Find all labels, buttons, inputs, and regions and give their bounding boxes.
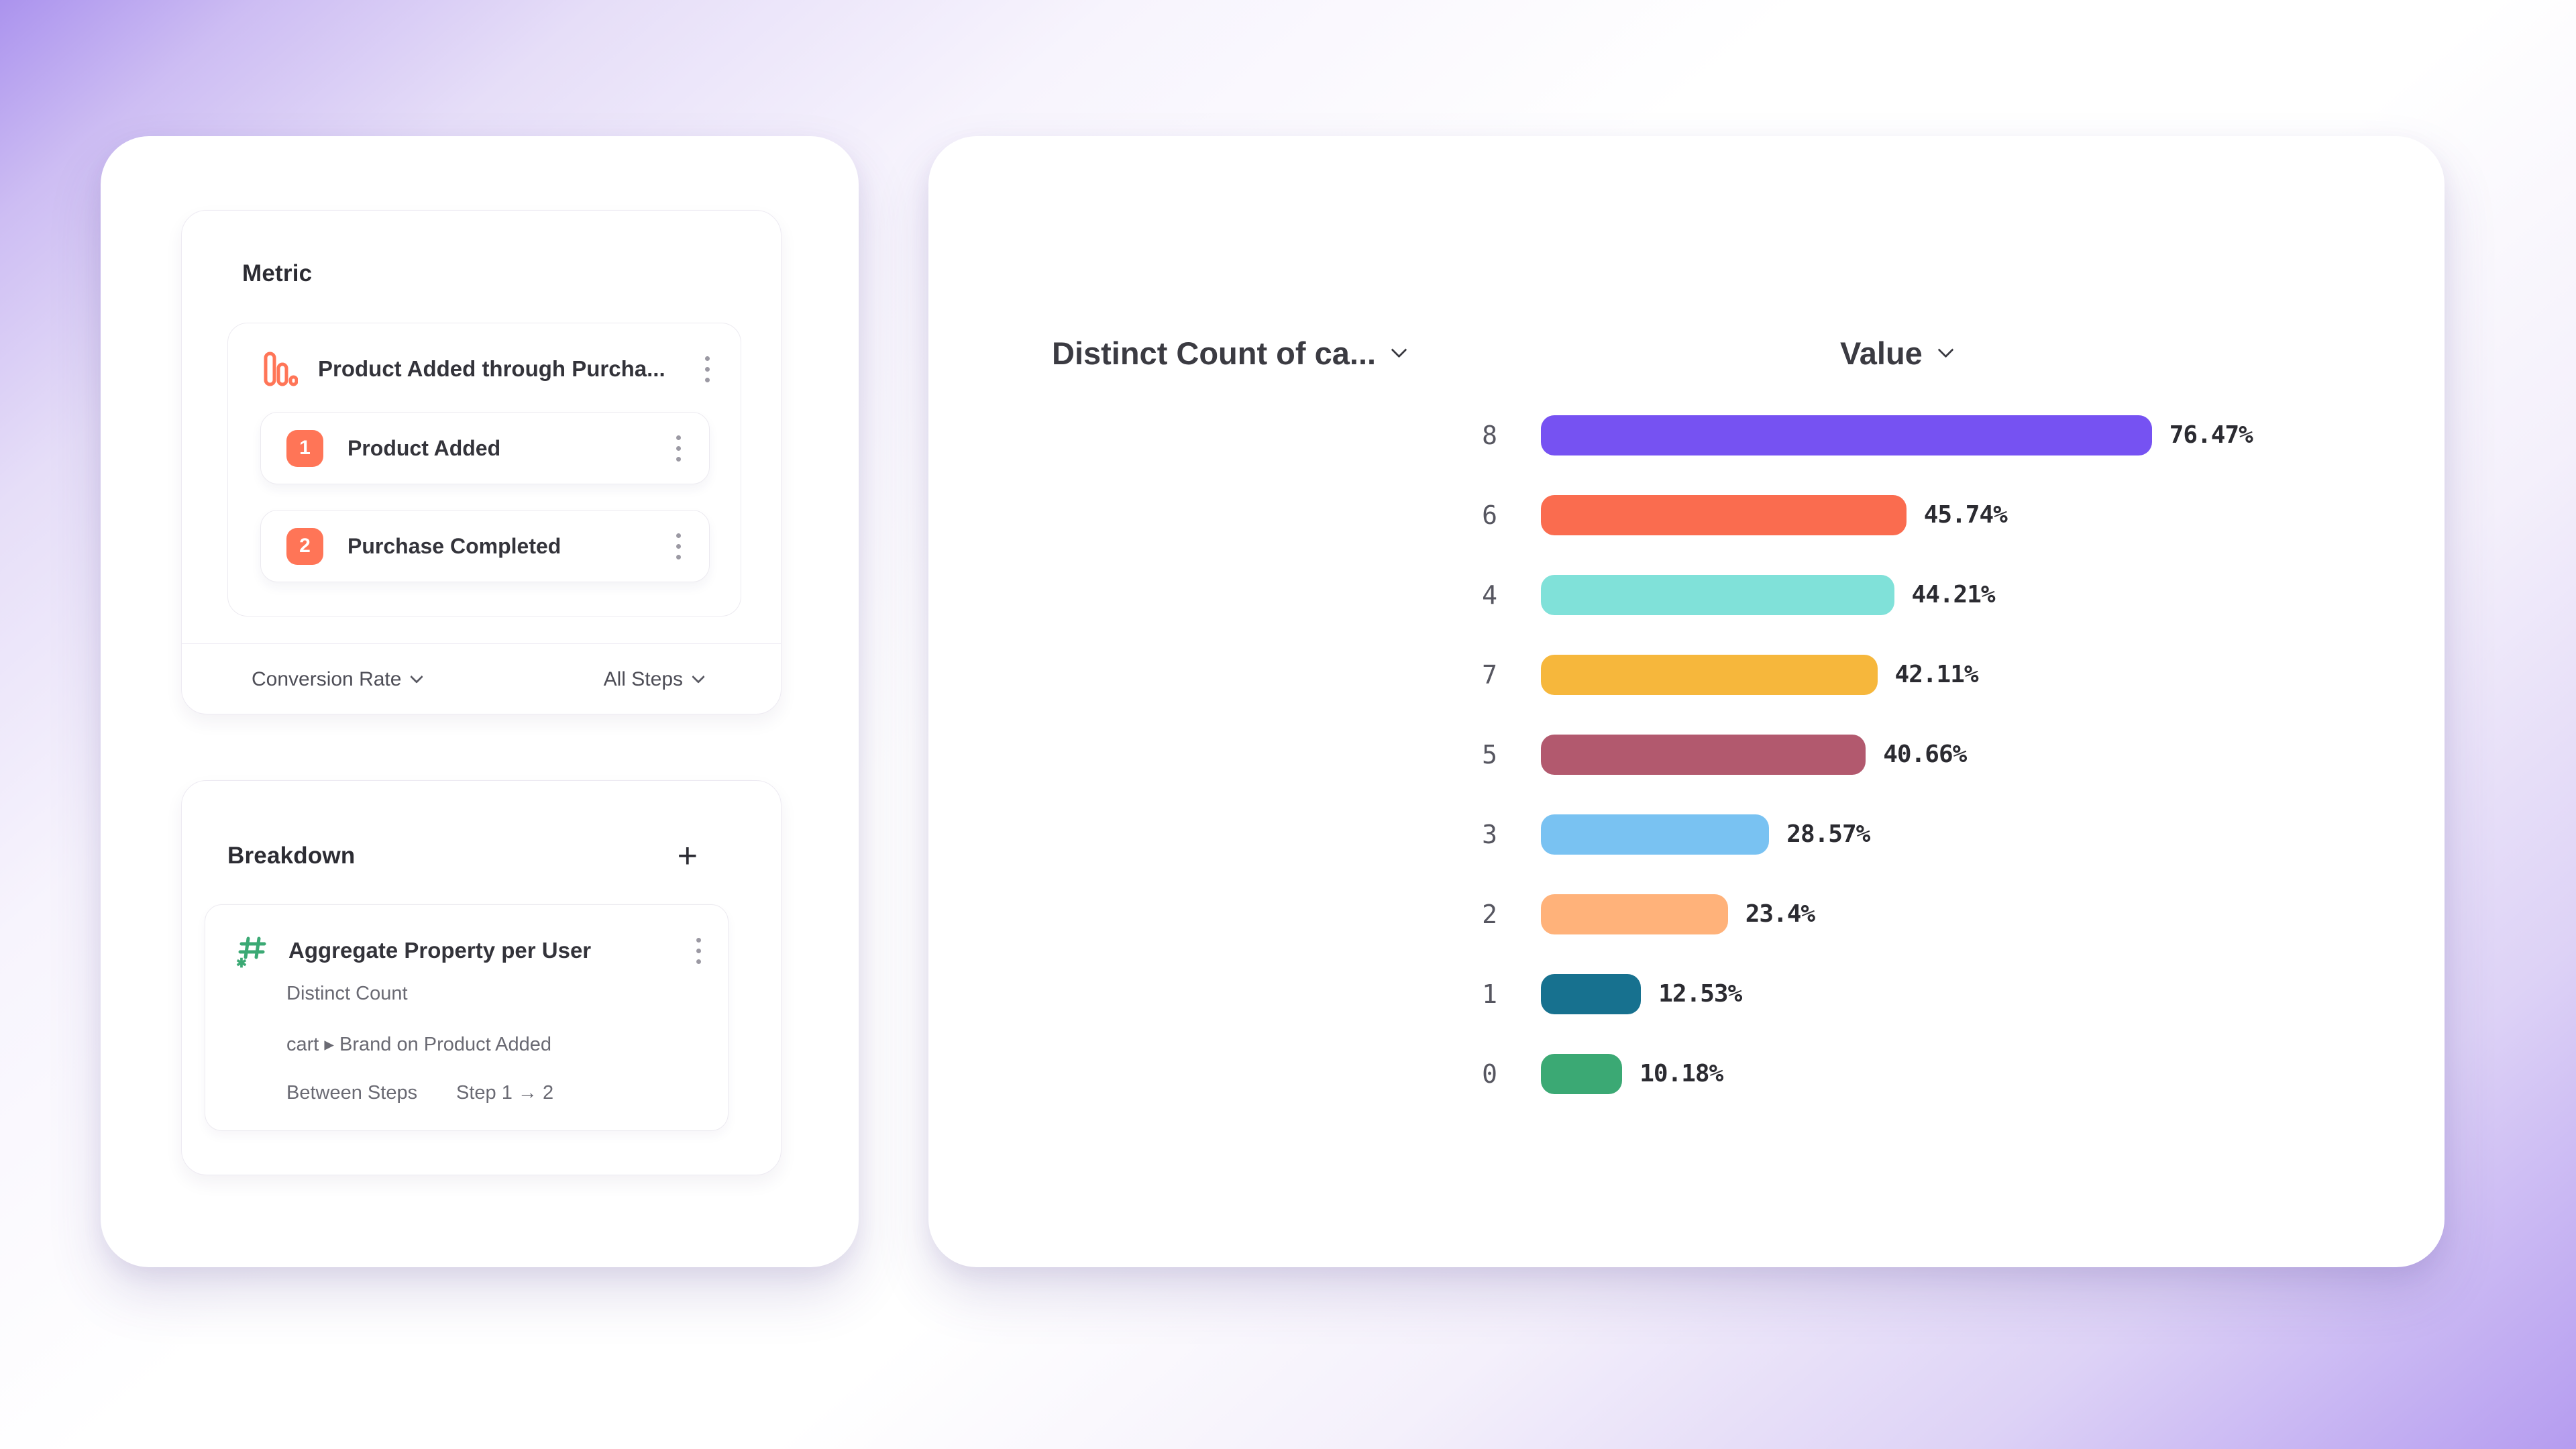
chevron-down-icon bbox=[1937, 341, 1954, 358]
step-label: Purchase Completed bbox=[347, 533, 561, 558]
breakdown-item-header: ✱ Aggregate Property per User bbox=[235, 933, 705, 968]
bar-category-label: 5 bbox=[1482, 739, 1497, 769]
bar-chart: 8 76.47% 6 45.74% 4 44.21% 7 42.11% 5 40… bbox=[928, 395, 2445, 1114]
aggregation-type: Distinct Count bbox=[286, 983, 408, 1004]
step-options-menu-icon[interactable] bbox=[672, 431, 685, 466]
bar-chart-row: 5 40.66% bbox=[928, 714, 2445, 794]
bar-value-label: 10.18% bbox=[1640, 1060, 1723, 1087]
bar-value-label: 40.66% bbox=[1883, 741, 1967, 768]
bar-value-label: 12.53% bbox=[1658, 980, 1742, 1008]
bar[interactable] bbox=[1541, 894, 1728, 934]
breakdown-panel-title: Breakdown bbox=[227, 843, 356, 869]
bar-category-label: 7 bbox=[1482, 659, 1497, 690]
all-steps-label: All Steps bbox=[603, 668, 683, 690]
bar[interactable] bbox=[1541, 654, 1878, 695]
value-column-header[interactable]: Value bbox=[1840, 335, 1954, 372]
chart-column-headers: Distinct Count of ca... Value bbox=[928, 335, 2445, 375]
breakdown-options-menu-icon[interactable] bbox=[692, 934, 705, 968]
step-number-badge: 1 bbox=[286, 429, 323, 467]
funnel-step-1[interactable]: 1 Product Added bbox=[260, 412, 710, 484]
bar[interactable] bbox=[1541, 814, 1770, 855]
bar-chart-row: 7 42.11% bbox=[928, 635, 2445, 714]
funnel-metric-item[interactable]: Product Added through Purcha... 1 Produc… bbox=[227, 323, 741, 616]
bar[interactable] bbox=[1541, 415, 2152, 455]
between-steps-label: Between Steps bbox=[286, 1082, 418, 1104]
step-options-menu-icon[interactable] bbox=[672, 529, 685, 564]
svg-text:✱: ✱ bbox=[236, 957, 247, 968]
breakdown-column-header[interactable]: Distinct Count of ca... bbox=[1052, 335, 1407, 372]
funnel-metric-header: Product Added through Purcha... bbox=[228, 323, 741, 386]
bar-category-label: 4 bbox=[1482, 580, 1497, 610]
bar-category-label: 0 bbox=[1482, 1059, 1497, 1089]
metric-panel-footer: Conversion Rate All Steps bbox=[252, 644, 705, 715]
breakdown-column-label: Distinct Count of ca... bbox=[1052, 335, 1377, 371]
conversion-rate-label: Conversion Rate bbox=[252, 668, 402, 690]
value-column-label: Value bbox=[1840, 335, 1923, 371]
chevron-down-icon bbox=[1391, 341, 1407, 358]
bar-chart-row: 6 45.74% bbox=[928, 475, 2445, 555]
bar-category-label: 6 bbox=[1482, 500, 1497, 530]
bar-value-label: 28.57% bbox=[1786, 820, 1870, 848]
breakdown-property: cart ▸ Brand on Product Added bbox=[286, 1034, 552, 1055]
between-steps-value: Step 1 → 2 bbox=[456, 1082, 554, 1104]
bar[interactable] bbox=[1541, 973, 1642, 1014]
bar[interactable] bbox=[1541, 494, 1907, 535]
bar-value-label: 76.47% bbox=[2169, 421, 2253, 449]
bar[interactable] bbox=[1541, 734, 1866, 775]
bar-chart-row: 0 10.18% bbox=[928, 1034, 2445, 1114]
step-number-badge: 2 bbox=[286, 527, 323, 565]
chevron-down-icon bbox=[692, 670, 705, 684]
bar-chart-row: 2 23.4% bbox=[928, 874, 2445, 954]
metric-panel-title: Metric bbox=[242, 260, 313, 286]
breakdown-panel-header: Breakdown + bbox=[227, 837, 698, 875]
step-label: Product Added bbox=[347, 435, 501, 460]
breakdown-item-title: Aggregate Property per User bbox=[288, 938, 592, 963]
bar-chart-row: 3 28.57% bbox=[928, 794, 2445, 874]
add-breakdown-button[interactable]: + bbox=[677, 837, 698, 875]
bar-category-label: 2 bbox=[1482, 899, 1497, 929]
query-builder-card: Metric Product Added through Purcha... 1… bbox=[101, 136, 859, 1267]
bar-value-label: 23.4% bbox=[1745, 900, 1815, 928]
chart-card: Distinct Count of ca... Value 8 76.47% 6… bbox=[928, 136, 2445, 1267]
funnel-metric-name: Product Added through Purcha... bbox=[318, 356, 665, 381]
bar-value-label: 44.21% bbox=[1911, 581, 1996, 608]
conversion-rate-dropdown[interactable]: Conversion Rate bbox=[252, 668, 424, 691]
bar-category-label: 1 bbox=[1482, 979, 1497, 1009]
bar-value-label: 45.74% bbox=[1923, 501, 2008, 529]
all-steps-dropdown[interactable]: All Steps bbox=[603, 668, 705, 691]
funnel-options-menu-icon[interactable] bbox=[701, 352, 714, 386]
funnel-step-2[interactable]: 2 Purchase Completed bbox=[260, 510, 710, 582]
metric-panel: Metric Product Added through Purcha... 1… bbox=[181, 210, 782, 714]
bar-value-label: 42.11% bbox=[1894, 661, 1979, 688]
breakdown-panel: Breakdown + ✱ Aggregate Property per Use… bbox=[181, 780, 782, 1175]
breakdown-item[interactable]: ✱ Aggregate Property per User Distinct C… bbox=[205, 904, 729, 1131]
funnel-chart-icon bbox=[264, 352, 298, 386]
bar[interactable] bbox=[1541, 1053, 1623, 1094]
aggregate-property-icon: ✱ bbox=[236, 936, 266, 968]
bar-category-label: 3 bbox=[1482, 819, 1497, 849]
bar-category-label: 8 bbox=[1482, 420, 1497, 450]
metric-panel-divider bbox=[182, 643, 781, 644]
bar[interactable] bbox=[1541, 574, 1894, 615]
bar-chart-row: 8 76.47% bbox=[928, 395, 2445, 475]
bar-chart-row: 4 44.21% bbox=[928, 555, 2445, 635]
bar-chart-row: 1 12.53% bbox=[928, 954, 2445, 1034]
chevron-down-icon bbox=[410, 670, 424, 684]
